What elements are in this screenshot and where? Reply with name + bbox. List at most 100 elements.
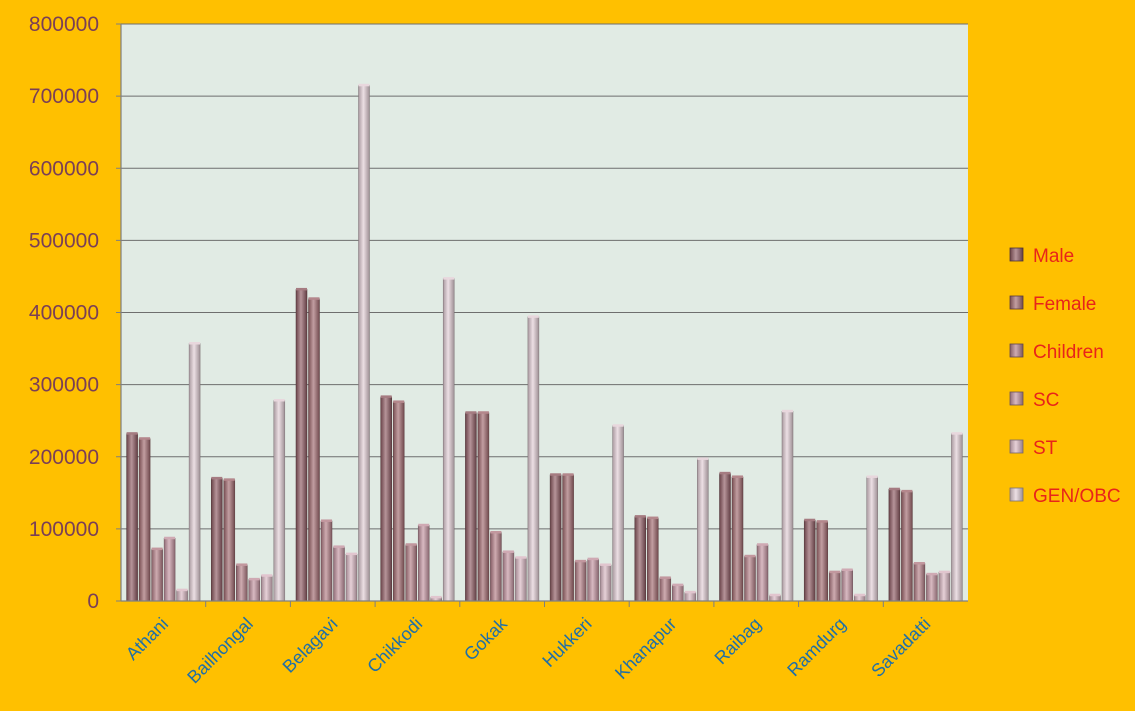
legend-label: Female [1033,294,1096,315]
bar-st-khanapur [684,592,697,602]
bar-cap [248,577,260,581]
bar-cap [465,411,477,414]
bar-children-belagavi [320,520,333,602]
bar-cap [732,475,743,478]
bar-children-khanapur [659,577,672,602]
bar-cap [126,432,138,435]
bar-sc-hukkeri [587,558,599,602]
y-tick-label: 600000 [29,157,99,180]
bar-gen-obc-raibag [781,411,794,602]
y-tick-label: 0 [87,590,99,613]
bar-male-belagavi [295,289,308,602]
bar-children-ramdurg [828,571,841,602]
bar-female-hukkeri [562,474,574,602]
bar-children-raibag [744,556,756,602]
bar-cap [829,570,841,574]
bar-cap [888,487,900,491]
bar-male-gokak [465,412,477,602]
bar-sc-athani [163,538,176,602]
legend-swatch [1009,439,1024,454]
bar-sc-savadatti [926,574,938,602]
bar-children-gokak [490,532,502,602]
bar-cap [684,590,696,594]
legend-label: GEN/OBC [1033,486,1121,507]
y-tick-label: 800000 [29,13,99,36]
y-tick-label: 500000 [29,229,99,252]
bar-cap [308,297,320,300]
bar-cap [816,520,828,523]
bar-cap [769,593,781,597]
bar-sc-khanapur [672,584,684,602]
bar-male-raibag [719,473,731,602]
y-tick-label: 400000 [29,302,99,325]
bar-st-hukkeri [599,564,612,602]
bar-cap [223,478,235,481]
bar-cap [926,572,938,576]
bar-cap [333,545,345,548]
bar-male-chikkodi [380,396,392,602]
bar-cap [612,424,624,427]
bar-cap [841,568,853,571]
y-tick-label: 200000 [29,446,99,469]
bar-cap [782,409,793,413]
bars [126,83,963,602]
bar-cap [176,588,188,592]
bar-male-ramdurg [803,519,816,602]
legend-label: SC [1033,390,1059,411]
bar-sc-bailhongal [248,579,261,602]
bar-cap [938,570,950,574]
bar-cap [744,554,756,558]
bar-female-ramdurg [816,521,828,602]
legend-swatch [1009,295,1024,310]
bar-cap [562,473,574,476]
bar-sc-raibag [756,544,769,602]
bar-cap [951,432,963,435]
legend-label: ST [1033,438,1058,459]
bar-gen-obc-belagavi [358,85,370,602]
bar-gen-obc-athani [188,343,201,602]
bar-st-bailhongal [261,575,273,602]
bar-cap [321,519,332,522]
bar-cap [502,550,514,553]
bar-cap [515,556,527,559]
bar-sc-chikkodi [417,525,430,602]
bar-male-khanapur [634,516,647,602]
bar-female-belagavi [308,298,320,602]
bar-cap [854,593,866,597]
bar-cap [901,489,913,493]
bar-st-savadatti [938,571,951,602]
bar-female-khanapur [647,517,659,602]
bar-children-savadatti [913,563,926,602]
bar-cap [358,83,370,87]
bar-gen-obc-khanapur [697,458,709,602]
bar-cap [236,563,248,566]
bar-cap [913,561,925,565]
bar-cap [866,475,878,478]
bar-cap [697,457,709,460]
bar-female-athani [138,438,151,602]
gridlines [121,23,968,530]
bar-cap [659,576,671,579]
bar-st-belagavi [345,553,358,602]
legend-label: Children [1033,342,1104,363]
bar-cap [443,277,455,280]
bar-children-hukkeri [574,561,587,602]
bar-male-athani [126,433,138,602]
bar-female-chikkodi [392,401,405,602]
legend-swatch [1009,343,1024,358]
bar-cap [672,583,684,587]
bar-cap [804,518,816,522]
bar-female-savadatti [901,491,913,602]
bar-cap [527,315,539,318]
bar-cap [490,530,502,534]
bar-female-gokak [477,412,490,602]
bar-cap [380,395,392,398]
bar-gen-obc-gokak [527,316,540,602]
bar-cap [418,523,430,527]
bar-cap [719,471,731,475]
bar-cap [151,547,163,551]
bar-cap [346,552,357,556]
bar-cap [296,287,307,291]
bar-cap [405,543,417,546]
